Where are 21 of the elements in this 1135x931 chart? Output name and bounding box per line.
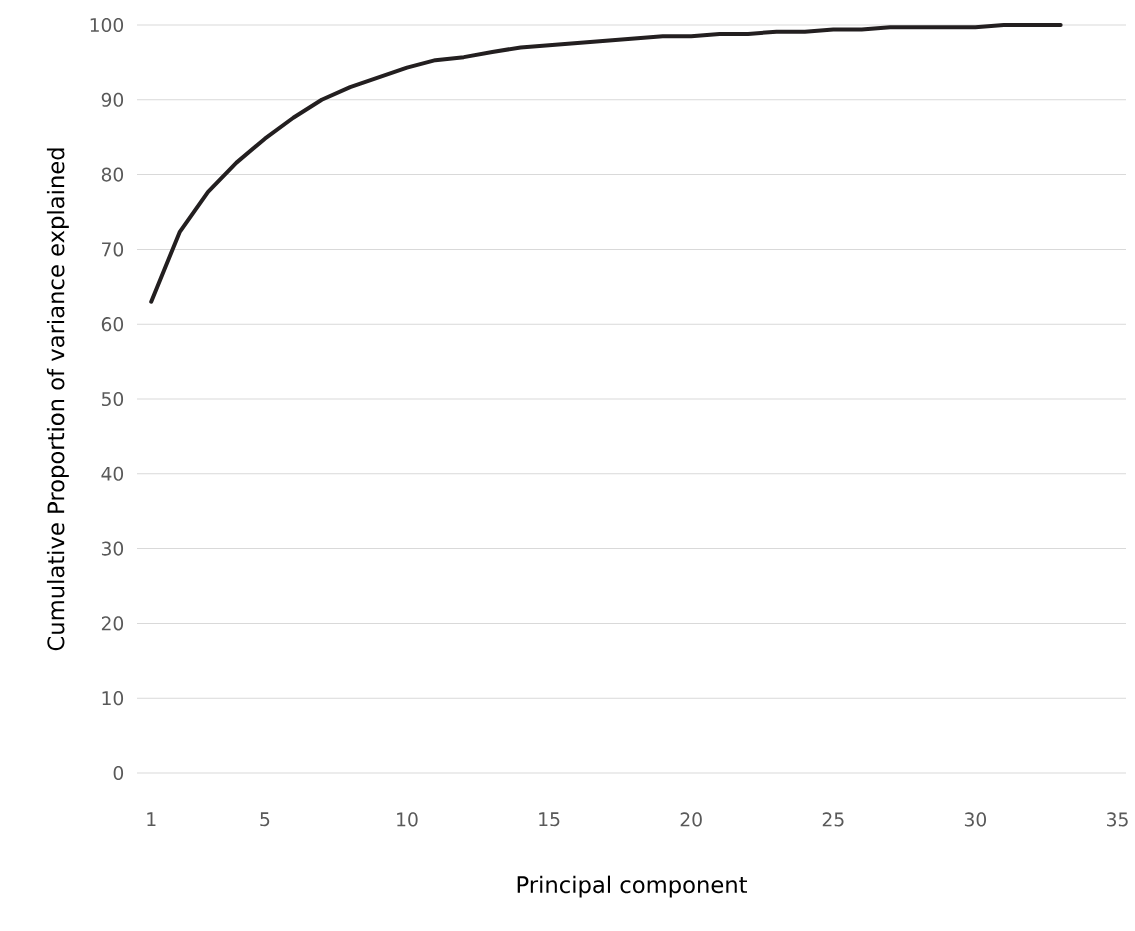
y-tick-label: 90	[101, 92, 124, 107]
y-axis-title: Cumulative Proportion of variance explained	[46, 148, 69, 651]
x-tick-label: 35	[1107, 812, 1128, 827]
y-tick-label: 80	[101, 167, 124, 182]
x-tick-label: 30	[964, 812, 987, 827]
y-tick-label: 70	[102, 242, 124, 257]
y-tick-label: 20	[101, 616, 124, 631]
y-tick-label: 0	[113, 765, 124, 781]
y-tick-label: 10	[102, 691, 124, 706]
x-tick-label: 20	[680, 812, 702, 827]
x-tick-label: 1	[147, 812, 156, 826]
x-axis-title: Principal component	[517, 875, 748, 898]
x-tick-label: 15	[539, 812, 560, 827]
y-tick-label: 30	[101, 541, 124, 556]
y-tick-label: 50	[101, 391, 124, 407]
x-tick-label: 25	[822, 812, 844, 827]
y-tick-label: 100	[90, 17, 124, 33]
y-tick-label: 60	[101, 317, 124, 332]
y-tick-label: 40	[101, 466, 124, 481]
x-tick-label: 10	[397, 812, 418, 827]
x-tick-label: 5	[260, 812, 270, 827]
